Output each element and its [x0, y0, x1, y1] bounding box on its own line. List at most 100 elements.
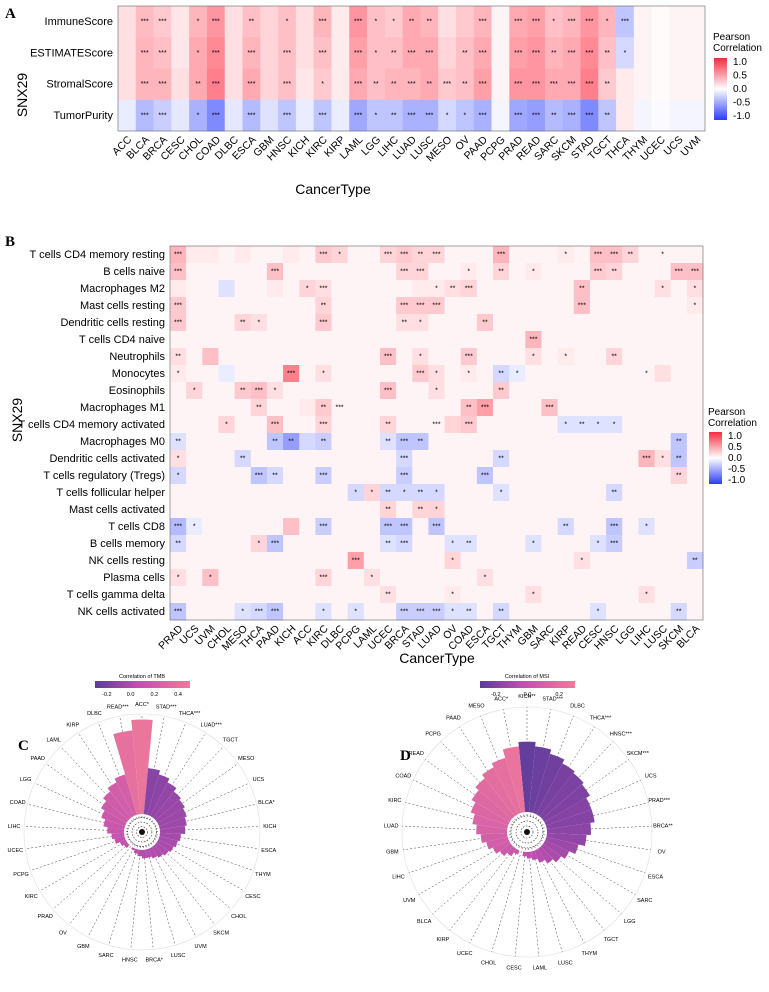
b-cell — [186, 586, 203, 604]
b-cell — [460, 365, 478, 383]
radial-spoke — [108, 845, 139, 946]
b-significance-mark: *** — [675, 269, 683, 276]
b-cell — [379, 348, 397, 366]
a-cell — [242, 6, 261, 38]
b-cell — [589, 280, 607, 298]
b-cell — [186, 246, 203, 264]
b-cell — [186, 297, 203, 315]
radial-category-label: PAAD — [446, 716, 461, 722]
a-cell — [633, 99, 652, 132]
radial-outer-ring — [23, 713, 261, 951]
a-cell — [367, 68, 386, 101]
b-cell — [541, 535, 558, 553]
b-cell — [396, 552, 413, 570]
a-cell — [242, 68, 261, 101]
b-cell — [509, 365, 526, 383]
b-cell — [315, 365, 332, 383]
b-cell — [186, 450, 203, 468]
b-cell — [670, 586, 688, 604]
b-cell — [686, 382, 704, 400]
radial-category-label: ACC* — [494, 696, 509, 702]
b-significance-mark: ** — [450, 286, 456, 293]
b-significance-mark: * — [597, 541, 600, 548]
b-significance-mark: * — [435, 507, 438, 514]
b-significance-mark: *** — [400, 252, 408, 259]
b-cell — [379, 280, 397, 298]
b-cell — [347, 552, 365, 570]
b-cell — [573, 484, 591, 502]
b-cell — [170, 518, 187, 536]
b-cell — [670, 603, 688, 621]
b-cell — [557, 518, 575, 536]
b-cell — [606, 518, 623, 536]
b-cell — [379, 314, 397, 332]
b-cell — [186, 569, 203, 587]
panel-b-legend-title-2: Correlation — [708, 418, 757, 429]
radial-spoke — [25, 833, 129, 850]
b-cell — [412, 263, 429, 281]
b-cell — [315, 297, 332, 315]
radial-category-label: COAD — [10, 800, 26, 806]
b-cell — [299, 348, 316, 366]
b-significance-mark: *** — [174, 320, 182, 327]
radial-category-label: DLBC — [570, 704, 585, 710]
b-significance-mark: *** — [481, 473, 489, 480]
radial-bar — [114, 836, 126, 844]
b-cell — [396, 603, 413, 621]
radial-bar — [539, 773, 584, 819]
b-row-label: T cells regulatory (Tregs) — [43, 470, 165, 482]
b-cell — [573, 586, 591, 604]
b-cell — [541, 467, 558, 485]
radial-bar — [119, 839, 128, 847]
b-cell — [202, 501, 219, 519]
a-cell — [527, 37, 546, 69]
b-cell — [234, 484, 252, 502]
b-cell — [186, 331, 203, 349]
b-cell — [670, 569, 688, 587]
b-cell — [347, 569, 365, 587]
b-cell — [444, 280, 462, 298]
b-cell — [525, 518, 542, 536]
radial-bar — [159, 825, 186, 835]
b-significance-mark: ** — [321, 303, 327, 310]
b-significance-mark: *** — [255, 388, 263, 395]
b-cell — [654, 501, 671, 519]
b-significance-mark: * — [532, 592, 535, 599]
radial-spoke — [145, 845, 176, 946]
b-cell — [476, 501, 494, 519]
radial-category-label: CHOL — [481, 960, 496, 966]
b-cell — [686, 484, 704, 502]
b-significance-mark: *** — [174, 303, 182, 310]
b-significance-mark: * — [177, 575, 180, 582]
b-cell — [670, 501, 688, 519]
b-cell — [347, 416, 365, 434]
b-cell — [315, 314, 332, 332]
a-cell — [171, 99, 190, 132]
b-significance-mark: ** — [256, 405, 262, 412]
b-cell — [428, 246, 445, 264]
b-cell — [493, 348, 510, 366]
b-cell — [299, 518, 316, 536]
b-significance-mark: *** — [319, 252, 327, 259]
b-cell — [363, 348, 381, 366]
b-cell — [299, 399, 316, 417]
b-cell — [331, 331, 348, 349]
b-cell — [654, 246, 671, 264]
b-cell — [493, 501, 510, 519]
a-cell — [189, 99, 208, 132]
b-cell — [686, 280, 704, 298]
a-significance-mark: *** — [514, 19, 522, 26]
b-cell — [509, 297, 526, 315]
b-cell — [428, 552, 445, 570]
radial-bar — [513, 848, 520, 855]
b-cell — [686, 586, 704, 604]
a-cell — [562, 68, 581, 101]
b-cell — [622, 382, 639, 400]
a-significance-mark: ** — [462, 81, 468, 88]
a-significance-mark: * — [286, 19, 289, 26]
b-cell — [638, 433, 655, 451]
b-cell — [363, 331, 381, 349]
radial-bar — [540, 843, 562, 863]
b-cell — [299, 603, 316, 621]
a-significance-mark: *** — [425, 50, 433, 57]
